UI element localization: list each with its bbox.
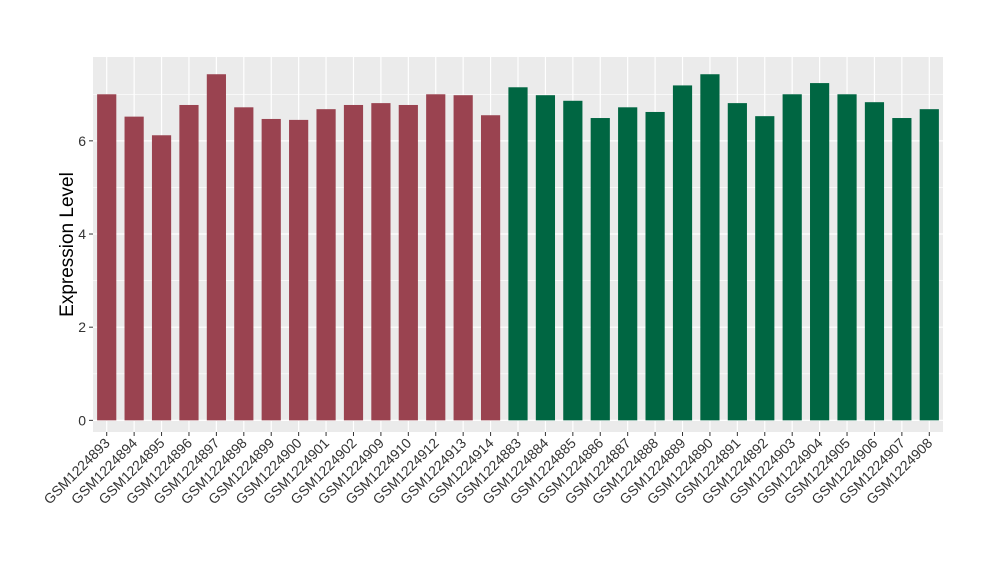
bar-gsm1224912: [426, 94, 446, 421]
bar-gsm1224886: [590, 118, 610, 421]
bar-gsm1224889: [672, 85, 693, 421]
y-tick-label: 2: [78, 319, 86, 335]
y-axis: 0 2 4 6: [78, 133, 93, 428]
bar-gsm1224909: [371, 103, 391, 421]
bar-gsm1224896: [179, 104, 199, 421]
bar-gsm1224903: [782, 94, 802, 421]
bar-gsm1224892: [755, 116, 775, 421]
bars: [97, 74, 939, 421]
bar-gsm1224904: [810, 83, 830, 421]
bar-gsm1224913: [453, 95, 473, 421]
bar-gsm1224895: [151, 135, 172, 421]
bar-gsm1224883: [508, 87, 528, 421]
bar-gsm1224902: [343, 104, 364, 421]
y-tick-label: 0: [78, 412, 86, 428]
bar-gsm1224905: [837, 94, 857, 421]
bar-gsm1224900: [289, 119, 309, 421]
bar-gsm1224894: [124, 116, 144, 421]
bar-gsm1224901: [316, 109, 336, 421]
bar-gsm1224888: [645, 111, 665, 421]
bar-gsm1224907: [892, 118, 912, 421]
bar-gsm1224890: [700, 74, 720, 421]
bar-gsm1224910: [398, 104, 418, 421]
bar-gsm1224884: [535, 95, 556, 421]
bar-gsm1224906: [864, 102, 885, 421]
bar-gsm1224893: [97, 94, 117, 421]
y-tick-label: 4: [78, 226, 86, 242]
bar-gsm1224899: [261, 118, 281, 421]
y-tick-label: 6: [78, 133, 86, 149]
bar-gsm1224908: [919, 109, 939, 421]
x-axis: GSM1224893GSM1224894GSM1224895GSM1224896…: [40, 432, 936, 507]
bar-gsm1224898: [234, 107, 254, 421]
bar-gsm1224914: [480, 115, 501, 421]
bar-gsm1224887: [618, 107, 638, 421]
bar-gsm1224891: [727, 103, 747, 421]
y-axis-title: Expression Level: [57, 172, 78, 317]
bar-gsm1224897: [206, 74, 226, 421]
bar-gsm1224885: [563, 100, 583, 421]
